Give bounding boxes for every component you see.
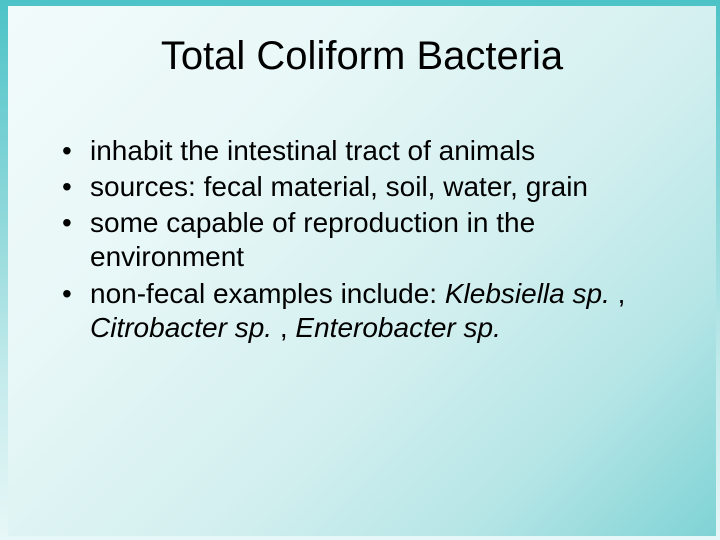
bullet-text: non-fecal examples include: Klebsiella s… xyxy=(90,277,676,345)
species-name: Klebsiella sp. xyxy=(445,278,610,309)
bullet-mark-icon: • xyxy=(58,277,90,311)
species-name: Citrobacter sp. xyxy=(90,312,272,343)
slide-title: Total Coliform Bacteria xyxy=(8,34,716,79)
bullet-text: inhabit the intestinal tract of animals xyxy=(90,134,676,168)
bullet-mark-icon: • xyxy=(58,134,90,168)
bullet-item: • inhabit the intestinal tract of animal… xyxy=(58,134,676,168)
bullet-text: some capable of reproduction in the envi… xyxy=(90,206,676,274)
bullet-text: sources: fecal material, soil, water, gr… xyxy=(90,170,676,204)
separator: , xyxy=(610,278,626,309)
slide-body: • inhabit the intestinal tract of animal… xyxy=(58,134,676,347)
species-name: Enterobacter sp. xyxy=(295,312,500,343)
bullet-item: • some capable of reproduction in the en… xyxy=(58,206,676,274)
slide: Total Coliform Bacteria • inhabit the in… xyxy=(0,0,720,540)
bullet-mark-icon: • xyxy=(58,170,90,204)
bullet-text-prefix: non-fecal examples include: xyxy=(90,278,445,309)
bullet-mark-icon: • xyxy=(58,206,90,240)
separator: , xyxy=(272,312,295,343)
bullet-item: • sources: fecal material, soil, water, … xyxy=(58,170,676,204)
bullet-item: • non-fecal examples include: Klebsiella… xyxy=(58,277,676,345)
slide-inner-panel: Total Coliform Bacteria • inhabit the in… xyxy=(8,6,716,536)
